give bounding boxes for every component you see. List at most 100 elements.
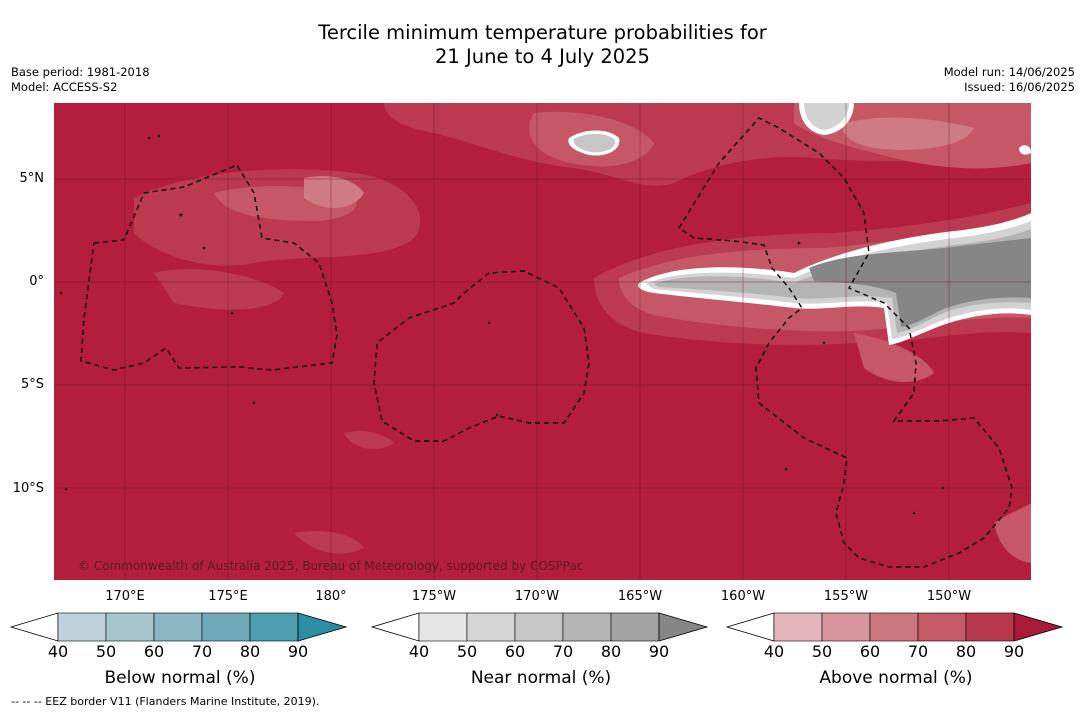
colorbar-segment [869,612,919,642]
issued-date: Issued: 16/06/2025 [964,80,1075,94]
island [797,241,801,245]
lat-label-5n: 5°N [19,171,45,186]
lon-label-165w: 165°W [617,589,663,604]
patch-west-mid [154,269,284,310]
colorbar-segment [773,612,823,642]
base-period: Base period: 1981-2018 [11,65,150,79]
lon-label-170e: 170°E [105,589,145,604]
colorbar-tick-label: 90 [1003,642,1025,661]
near-normal-90 [809,238,1031,327]
lon-label-175w: 175°W [411,589,457,604]
colorbar-segment [105,612,155,642]
island [230,311,234,315]
colorbar-segment [821,612,871,642]
colorbar-tick-label: 40 [47,642,69,661]
lon-label-175e: 175°E [208,589,248,604]
colorbar-max-extension [658,612,709,642]
island [64,487,68,491]
patch-south-small [344,431,394,449]
lon-label-160w: 160°W [720,589,766,604]
near-east-dot [1019,145,1031,155]
island [59,291,63,295]
island [147,136,151,140]
lon-label-180: 180° [315,589,347,604]
colorbar-segment [201,612,251,642]
island [179,213,183,217]
title-line-2: 21 June to 4 July 2025 [435,45,650,68]
island [157,134,161,138]
patch-west-light [304,176,364,209]
colorbar-above-title: Above normal (%) [819,668,973,688]
colorbar-tick-label: 70 [907,642,929,661]
colorbar-segment [562,612,612,642]
colorbar-segment [153,612,203,642]
title-line-1: Tercile minimum temperature probabilitie… [318,21,767,44]
colorbar-below [10,612,348,642]
colorbar-tick-label: 90 [648,642,670,661]
colorbar-tick-label: 80 [600,642,622,661]
colorbar-segment [917,612,967,642]
colorbar-tick-label: 90 [287,642,309,661]
lon-label-170w: 170°W [514,589,560,604]
colorbar-max-extension [297,612,348,642]
island [487,321,491,325]
colorbar-tick-label: 50 [811,642,833,661]
colorbar-segment [249,612,299,642]
meta-right: Model run: 14/06/2025 Issued: 16/06/2025 [944,65,1075,95]
colorbar-above [726,612,1064,642]
colorbar-tick-label: 80 [955,642,977,661]
colorbar-segment [466,612,516,642]
eez-footnote: -- -- -- EEZ border V11 (Flanders Marine… [11,695,320,708]
eez-west [80,164,338,371]
colorbar-tick-label: 40 [763,642,785,661]
island [495,413,499,417]
lat-label-10s: 10°S [12,481,44,496]
patch-southeast [994,503,1031,563]
colorbar-tick-label: 70 [552,642,574,661]
colorbar-max-extension [1013,612,1064,642]
colorbar-near-title: Near normal (%) [470,668,612,688]
eez-east [678,117,1013,568]
model-name: Model: ACCESS-S2 [11,80,118,94]
colorbar-min-extension [371,612,420,642]
map-title: Tercile minimum temperature probabilitie… [0,21,1085,69]
island [822,341,826,345]
lat-label-5s: 5°S [20,377,44,392]
near-north-grey [573,133,616,153]
colorbar-tick-label: 60 [859,642,881,661]
copyright-text: © Commonwealth of Australia 2025, Bureau… [78,559,584,573]
graticule [54,103,1031,580]
patch-equator-south [854,333,934,383]
colorbar-segment [418,612,468,642]
colorbar-segment [514,612,564,642]
island [252,401,256,405]
colorbar-tick-label: 40 [408,642,430,661]
near-top-grey [804,103,849,130]
colorbar-segment [610,612,660,642]
colorbar-min-extension [10,612,59,642]
model-run: Model run: 14/06/2025 [943,65,1075,79]
patch-south-west [294,531,364,554]
colorbar-tick-label: 60 [143,642,165,661]
colorbar-tick-label: 80 [239,642,261,661]
colorbar-segment [57,612,107,642]
colorbar-tick-label: 60 [504,642,526,661]
colorbar-tick-label: 50 [456,642,478,661]
probability-map [54,103,1031,580]
island [912,511,916,515]
island [202,246,206,250]
colorbar-near [371,612,709,642]
colorbar-tick-label: 70 [191,642,213,661]
patch-northeast-light [842,117,974,150]
map-svg [54,103,1031,580]
colorbar-tick-label: 50 [95,642,117,661]
lat-label-0: 0° [29,274,44,289]
island [784,467,788,471]
lon-label-155w: 155°W [823,589,869,604]
near-normal-patches [568,103,1031,345]
colorbar-segment [965,612,1015,642]
eez-borders [80,117,1013,568]
islands [59,134,945,515]
meta-left: Base period: 1981-2018 Model: ACCESS-S2 [11,65,150,95]
colorbar-min-extension [726,612,775,642]
